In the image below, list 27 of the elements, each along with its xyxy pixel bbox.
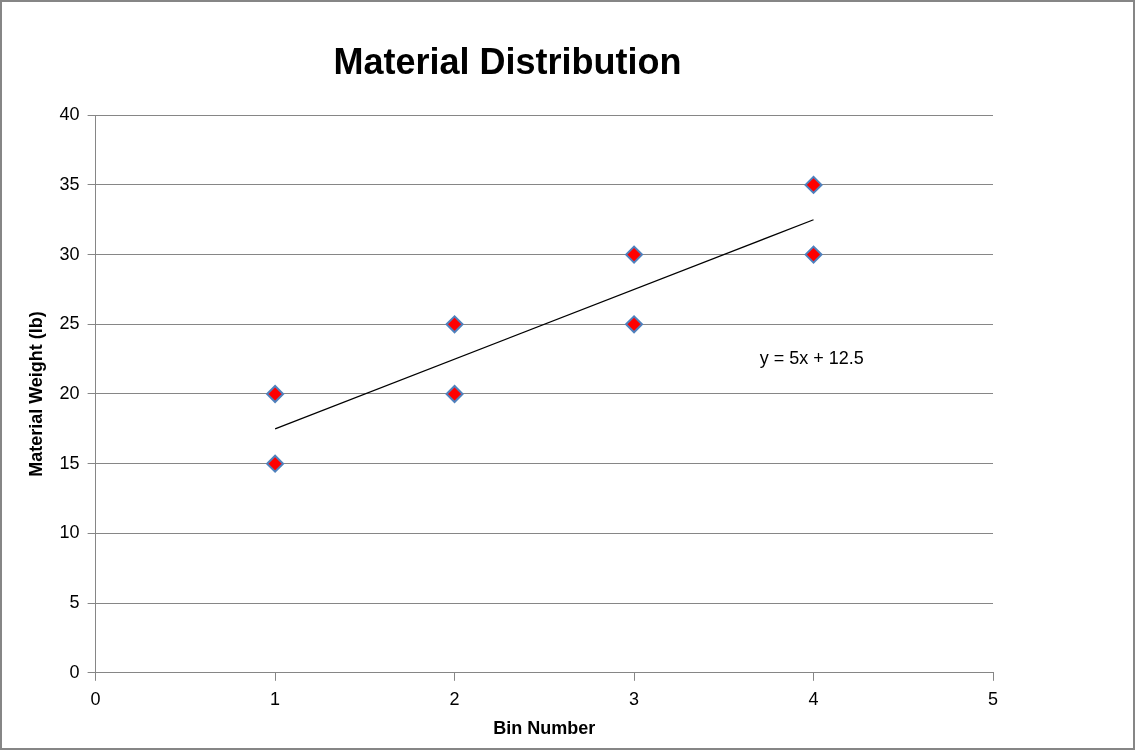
- y-tick-label: 25: [59, 313, 80, 334]
- y-tick-label: 0: [69, 661, 80, 682]
- chart-title: Material Distribution: [333, 40, 682, 82]
- y-tick-label: 35: [59, 173, 80, 194]
- point: [445, 315, 464, 334]
- point: [625, 245, 644, 264]
- x-tick-label: 1: [270, 688, 281, 709]
- point: [804, 245, 823, 264]
- point: [266, 454, 285, 473]
- x-tick-label: 3: [629, 688, 640, 709]
- point: [625, 315, 644, 334]
- y-tick-label: 10: [59, 522, 80, 543]
- x-tick-label: 2: [449, 688, 460, 709]
- y-tick-label: 30: [59, 243, 80, 264]
- y-tick-label: 15: [59, 452, 80, 473]
- x-axis-title: Bin Number: [493, 718, 596, 739]
- y-tick-label: 20: [59, 382, 80, 403]
- x-tick-label: 0: [90, 688, 101, 709]
- x-tick-label: 5: [987, 688, 999, 709]
- point: [445, 385, 464, 403]
- point: [804, 175, 823, 194]
- y-tick-label: 5: [69, 592, 80, 613]
- annotation: y = 5x + 12.5: [759, 348, 864, 369]
- point: [266, 385, 285, 403]
- y-tick-label: 40: [59, 104, 80, 125]
- y-axis-title: Material Weight (lb): [25, 311, 46, 477]
- x-tick-label: 4: [808, 688, 819, 709]
